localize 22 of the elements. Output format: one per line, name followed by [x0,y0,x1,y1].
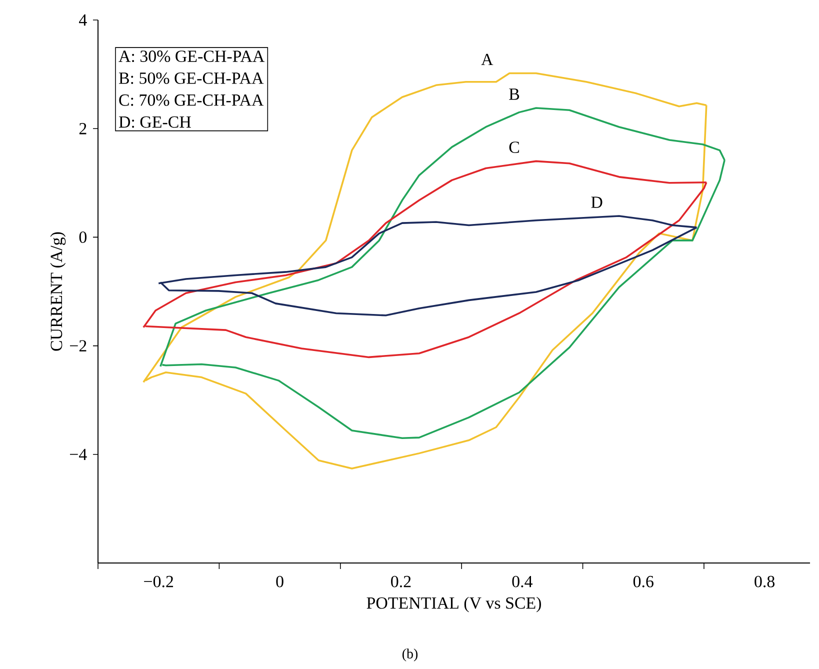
annotation: B: 50% GE-CH-PAA [118,72,264,84]
y-tick-label: −4 [70,448,87,460]
series-label: B [509,88,520,100]
y-tick-label: 4 [79,14,87,26]
series-label: A [481,54,494,66]
y-axis-title: CURRENT (A/g) [50,232,66,351]
y-tick-label: −2 [70,340,86,352]
x-tick-label: 0.4 [512,576,532,588]
y-tick-label: 0 [79,231,87,243]
x-tick-label: 0.6 [633,576,654,588]
x-tick-label: 0.8 [754,576,775,588]
y-tick-label: 2 [79,122,86,134]
x-tick-label: 0.2 [391,576,411,588]
annotation: D: GE-CH [118,116,191,128]
x-tick-label: 0 [276,576,284,588]
annotation: A: 30% GE-CH-PAA [118,50,265,62]
x-axis-title: POTENTIAL (V vs SCE) [366,596,541,612]
text: (b) [402,648,418,662]
series-label: D [591,196,602,208]
series-label: C [509,142,519,153]
x-tick-label: −0.2 [144,576,174,588]
annotation: C: 70% GE-CH-PAA [119,94,264,106]
